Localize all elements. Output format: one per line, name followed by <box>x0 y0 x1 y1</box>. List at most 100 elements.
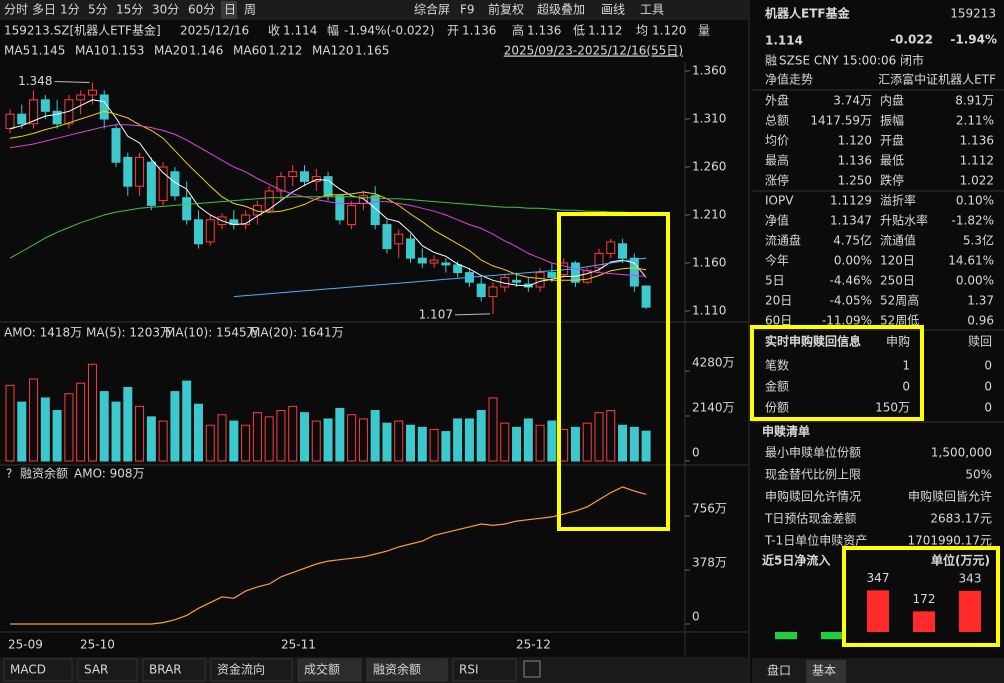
field-label: T-1日单位申赎资产 <box>764 533 867 548</box>
highlight-box <box>842 546 1000 647</box>
field-value: 0.00% <box>956 274 994 288</box>
bottom-tab[interactable]: 成交额 <box>304 662 340 677</box>
toolbar-button[interactable]: 超级叠加 <box>537 2 585 17</box>
field-value: 4.75亿 <box>833 233 872 248</box>
tab-bg <box>77 658 138 682</box>
toolbar-button[interactable]: F9 <box>460 3 475 17</box>
flow-unit: 单位(万元) <box>931 553 990 568</box>
volume-bar <box>288 405 298 462</box>
volume-bar <box>135 405 145 462</box>
volume-legend: MA(10): 1545万 <box>165 326 259 340</box>
volume-bar <box>358 418 368 462</box>
field-label: 跌停 <box>880 173 904 188</box>
volume-bar <box>335 407 345 462</box>
x-tick-label: 25-10 <box>80 638 115 652</box>
volume-bar <box>488 397 498 462</box>
candle-body <box>135 156 145 187</box>
y-tick-label: 2140万 <box>692 401 735 415</box>
nav-trend[interactable]: 净值走势 <box>765 72 813 87</box>
panel-tab[interactable]: 基本 <box>812 664 836 678</box>
volume-bar <box>382 422 392 462</box>
toolbar-button[interactable]: 5分 <box>88 3 108 17</box>
toolbar-button[interactable]: 30分 <box>152 3 179 17</box>
volume-bar <box>229 420 239 462</box>
field-value: 1.1347 <box>830 214 872 228</box>
candle-body <box>453 264 463 274</box>
tab-selected <box>221 1 237 19</box>
y-tick-label: 1.360 <box>692 64 726 78</box>
panel-tab[interactable]: 盘口 <box>767 663 791 678</box>
toolbar-button[interactable]: 1分 <box>60 3 80 17</box>
highlight-box <box>750 325 924 421</box>
field-label: IOPV <box>765 194 794 208</box>
header-close: 1.114 <box>283 24 317 38</box>
candle-body <box>99 94 109 120</box>
field-label: 250日 <box>880 274 915 288</box>
candle-body <box>382 224 392 250</box>
toolbar-button[interactable]: 画线 <box>601 3 625 17</box>
bottom-tab[interactable]: MACD <box>10 663 46 677</box>
field-value: 1.136 <box>960 134 994 148</box>
toolbar-button[interactable]: 周 <box>244 3 256 17</box>
toolbar-button[interactable]: 前复权 <box>488 2 524 17</box>
volume-bar <box>158 420 168 462</box>
field-value: 14.61% <box>948 254 994 268</box>
volume-bar <box>476 410 486 462</box>
margin-title: 融资余额 <box>20 466 68 481</box>
bottom-tab[interactable]: SAR <box>84 663 108 677</box>
volume-legend: MA(5): 1203万 <box>86 326 172 340</box>
volume-bar <box>570 426 580 462</box>
toolbar-button[interactable]: 日 <box>224 3 236 17</box>
candle-body <box>29 99 39 125</box>
flow-bar <box>775 632 797 640</box>
tab-bg <box>452 658 517 682</box>
toolbar-button[interactable]: 分时 <box>4 3 28 17</box>
header-avg: 1.120 <box>652 24 686 38</box>
volume-bar <box>252 412 262 462</box>
ma-value: 1.212 <box>268 44 302 58</box>
toolbar-button[interactable]: 综合屏 <box>414 2 450 17</box>
table-cell: 0 <box>984 401 992 415</box>
price-change: -0.022 <box>890 33 933 47</box>
ma-line <box>233 257 647 298</box>
toolbar-button[interactable]: 多日 <box>32 3 56 17</box>
tab-bg <box>366 658 448 682</box>
field-label: 52周低 <box>880 314 919 328</box>
volume-bar <box>52 410 62 462</box>
add-tab[interactable] <box>523 660 541 678</box>
security-code: 159213 <box>950 7 996 21</box>
bottom-tab[interactable]: 融资余额 <box>373 662 421 677</box>
volume-bar <box>512 426 522 462</box>
ma-value: 1.165 <box>355 44 389 58</box>
candle-body <box>76 94 86 101</box>
toolbar-button[interactable]: 15分 <box>116 3 143 17</box>
candle-body <box>52 110 62 125</box>
field-value: 1,500,000 <box>931 446 992 460</box>
field-label: 120日 <box>880 254 915 268</box>
candle-body <box>535 272 545 288</box>
table-cell: 笔数 <box>765 358 789 373</box>
field-label: 60日 <box>765 314 792 328</box>
candle-body <box>170 171 180 197</box>
price-pct: -1.94% <box>950 33 997 47</box>
toolbar-button[interactable]: 60分 <box>188 3 215 17</box>
tab-bg <box>142 658 206 682</box>
volume-bar <box>276 410 286 462</box>
volume-bar <box>453 418 463 462</box>
bottom-tab[interactable]: RSI <box>459 663 479 677</box>
table-cell: 金额 <box>765 379 789 394</box>
candle-body <box>276 176 286 192</box>
candle-body <box>370 195 380 226</box>
ma-line <box>9 124 647 277</box>
ma-value: 1.145 <box>31 44 65 58</box>
toolbar-button[interactable]: 工具 <box>640 3 664 17</box>
volume-bar <box>217 414 227 462</box>
bottom-tab[interactable]: BRAR <box>149 663 182 677</box>
volume-bar <box>87 363 97 462</box>
x-tick-label: 25-11 <box>281 638 316 652</box>
y-tick-label: 1.310 <box>692 112 726 126</box>
bottom-tab[interactable]: 资金流向 <box>217 662 265 677</box>
candle-body <box>629 257 639 287</box>
field-label: 外盘 <box>765 93 789 108</box>
y-tick-label: 0 <box>692 610 700 624</box>
